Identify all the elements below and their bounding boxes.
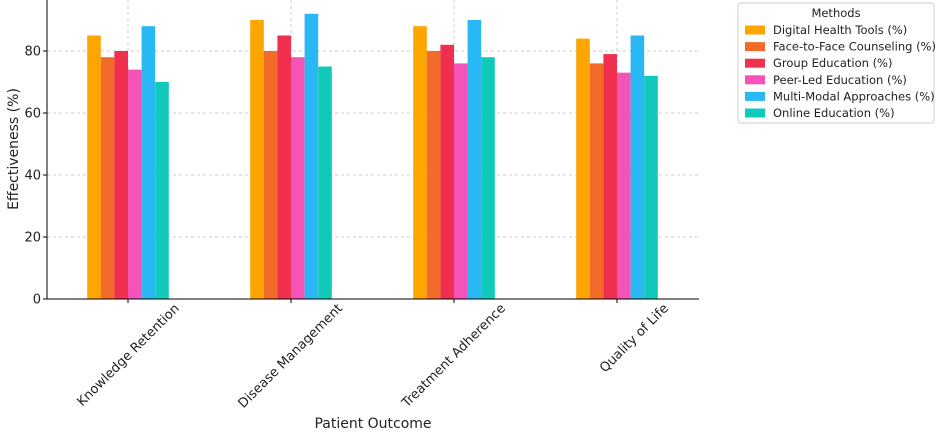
legend-swatch bbox=[745, 91, 765, 101]
bar bbox=[87, 35, 101, 299]
bar bbox=[576, 38, 590, 299]
bar bbox=[603, 54, 617, 299]
bar bbox=[467, 20, 482, 299]
y-ticks: 0 20 40 60 80 bbox=[24, 45, 47, 308]
x-tick-label: Quality of Life bbox=[597, 301, 672, 376]
bar bbox=[454, 63, 468, 300]
legend-entry: Multi-Modal Approaches (%) bbox=[773, 89, 935, 103]
x-tick-label: Knowledge Retention bbox=[74, 301, 182, 409]
bar bbox=[114, 51, 128, 299]
y-tick-label: 80 bbox=[24, 45, 41, 60]
legend-entry: Online Education (%) bbox=[773, 106, 895, 120]
bar bbox=[277, 35, 291, 299]
legend-entry: Face-to-Face Counseling (%) bbox=[773, 40, 936, 54]
bar bbox=[141, 26, 156, 299]
legend-entry: Group Education (%) bbox=[773, 56, 892, 70]
x-axis-label: Patient Outcome bbox=[314, 416, 431, 432]
bar bbox=[589, 63, 604, 300]
y-axis-label: Effectiveness (%) bbox=[6, 88, 22, 210]
bar bbox=[440, 44, 454, 299]
legend-frame bbox=[737, 2, 935, 124]
bar bbox=[617, 72, 631, 299]
bar bbox=[413, 26, 427, 299]
bar bbox=[100, 57, 115, 300]
bar bbox=[644, 75, 658, 299]
legend-title: Methods bbox=[811, 6, 860, 20]
legend-swatch bbox=[745, 108, 765, 118]
bar bbox=[128, 69, 142, 299]
axes bbox=[46, 0, 699, 300]
bar bbox=[304, 13, 319, 300]
bar bbox=[426, 51, 441, 299]
y-tick-label: 40 bbox=[24, 169, 41, 184]
legend-entry: Peer-Led Education (%) bbox=[773, 73, 907, 87]
x-ticks: Knowledge Retention Disease Management Tre… bbox=[74, 299, 672, 411]
bar bbox=[630, 35, 645, 299]
legend-swatch bbox=[745, 42, 765, 52]
legend: Methods Digital Health Tools (%) Face-to-… bbox=[737, 2, 936, 124]
bar bbox=[263, 51, 278, 299]
x-tick-label: Disease Management bbox=[236, 301, 346, 411]
legend-entry: Digital Health Tools (%) bbox=[773, 23, 907, 37]
y-tick-label: 60 bbox=[24, 107, 41, 122]
bar bbox=[155, 82, 169, 299]
y-tick-label: 0 bbox=[33, 293, 41, 308]
y-tick-label: 20 bbox=[24, 231, 41, 246]
legend-swatch bbox=[745, 58, 765, 68]
legend-swatch bbox=[745, 75, 765, 85]
bar bbox=[250, 20, 264, 299]
legend-swatch bbox=[745, 25, 765, 35]
bar bbox=[481, 57, 495, 300]
bar bbox=[318, 66, 332, 299]
bar bbox=[291, 57, 305, 300]
bars bbox=[87, 13, 658, 300]
x-tick-label: Treatment Adherence bbox=[399, 301, 509, 411]
